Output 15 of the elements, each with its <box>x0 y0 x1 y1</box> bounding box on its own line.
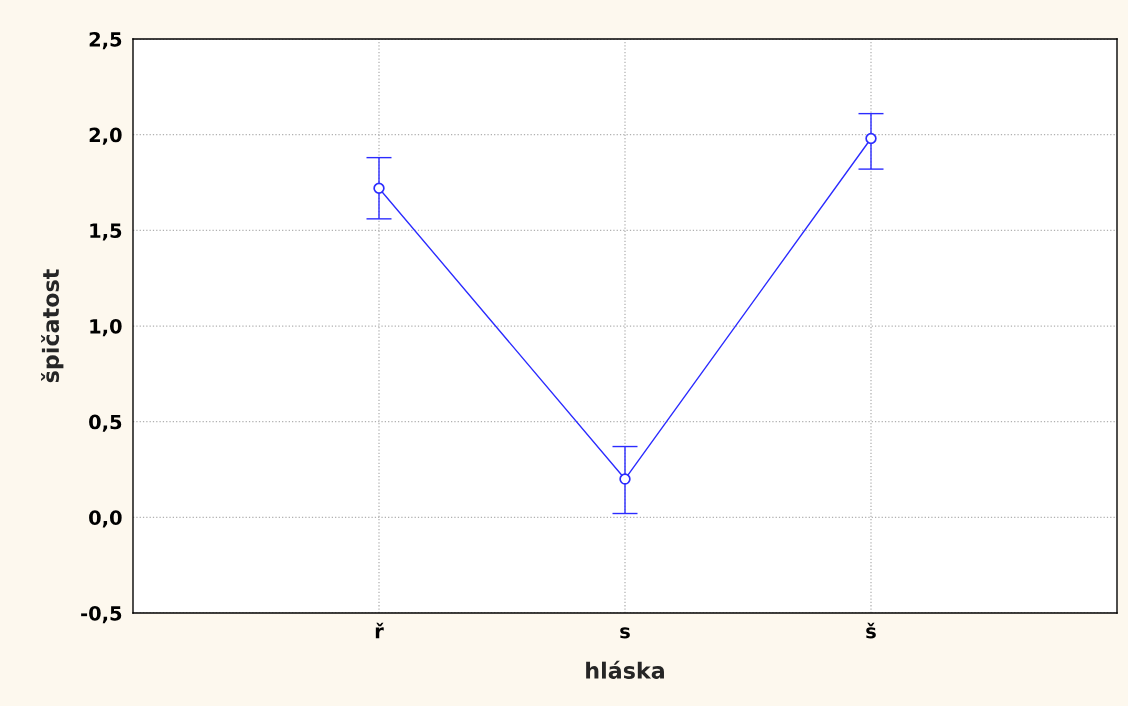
y-axis-title: špičatost <box>41 269 64 383</box>
point <box>619 473 631 485</box>
y-tick-label: 2,0 <box>89 127 122 145</box>
point <box>865 132 877 145</box>
x-tick-label: s <box>620 627 630 639</box>
y-tick-label: -0,5 <box>81 605 122 624</box>
x-tick-label: š <box>866 622 876 639</box>
y-tick-label: 0,5 <box>89 414 122 432</box>
point <box>373 182 385 194</box>
x-tick-label: ř <box>375 622 384 639</box>
y-tick-label: 1,0 <box>90 318 122 337</box>
y-tick-label: 0,0 <box>89 510 122 528</box>
y-tick-label: 1,5 <box>90 223 122 241</box>
y-tick-label: 2,5 <box>89 31 122 50</box>
x-axis-title: hláska <box>586 660 664 679</box>
